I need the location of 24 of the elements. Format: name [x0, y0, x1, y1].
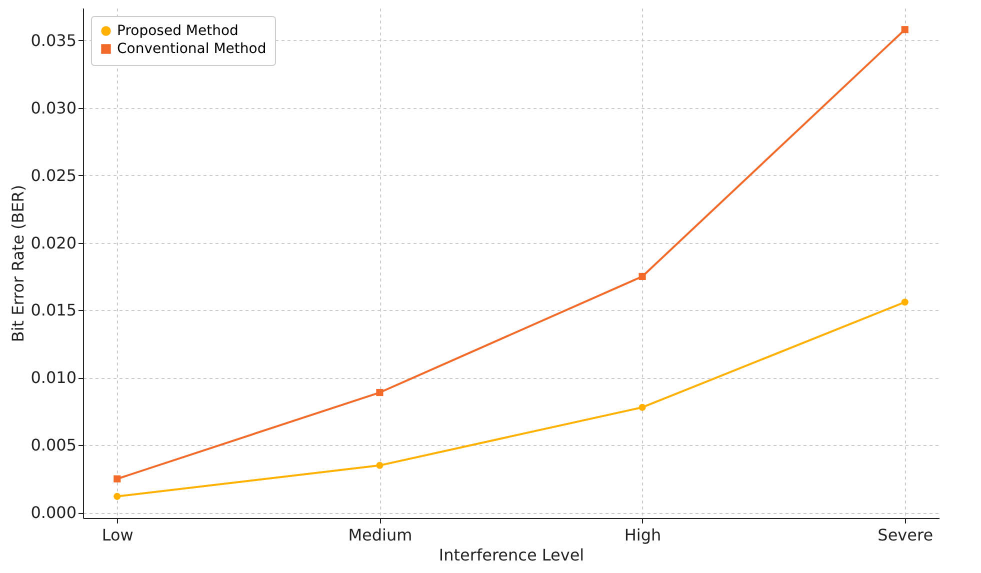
y-tick-label: 0.015	[30, 300, 76, 320]
y-tick-label: 0.000	[30, 503, 76, 522]
point	[376, 462, 384, 469]
x-tick-label: Low	[102, 526, 134, 544]
x-tick-label: Severe	[878, 526, 934, 544]
y-tick-label: 0.030	[30, 98, 76, 118]
point	[901, 26, 908, 34]
point	[114, 492, 121, 500]
point	[901, 298, 908, 306]
legend-label: Proposed Method	[117, 23, 238, 39]
x-axis-title: Interference Level	[438, 546, 584, 564]
y-tick-label: 0.010	[30, 368, 76, 388]
y-tick-label: 0.005	[30, 436, 76, 455]
point	[376, 388, 384, 396]
y-tick-label: 0.020	[30, 233, 76, 252]
legend-label: Conventional Method	[117, 41, 266, 57]
point	[638, 272, 646, 280]
y-tick-label: 0.035	[30, 30, 76, 50]
point	[638, 404, 646, 411]
y-axis-title: Bit Error Rate (BER)	[8, 184, 28, 342]
y-tick-label: 0.025	[30, 166, 76, 185]
x-tick-label: Medium	[348, 526, 412, 544]
x-tick-label: High	[624, 526, 662, 544]
point	[114, 475, 121, 482]
